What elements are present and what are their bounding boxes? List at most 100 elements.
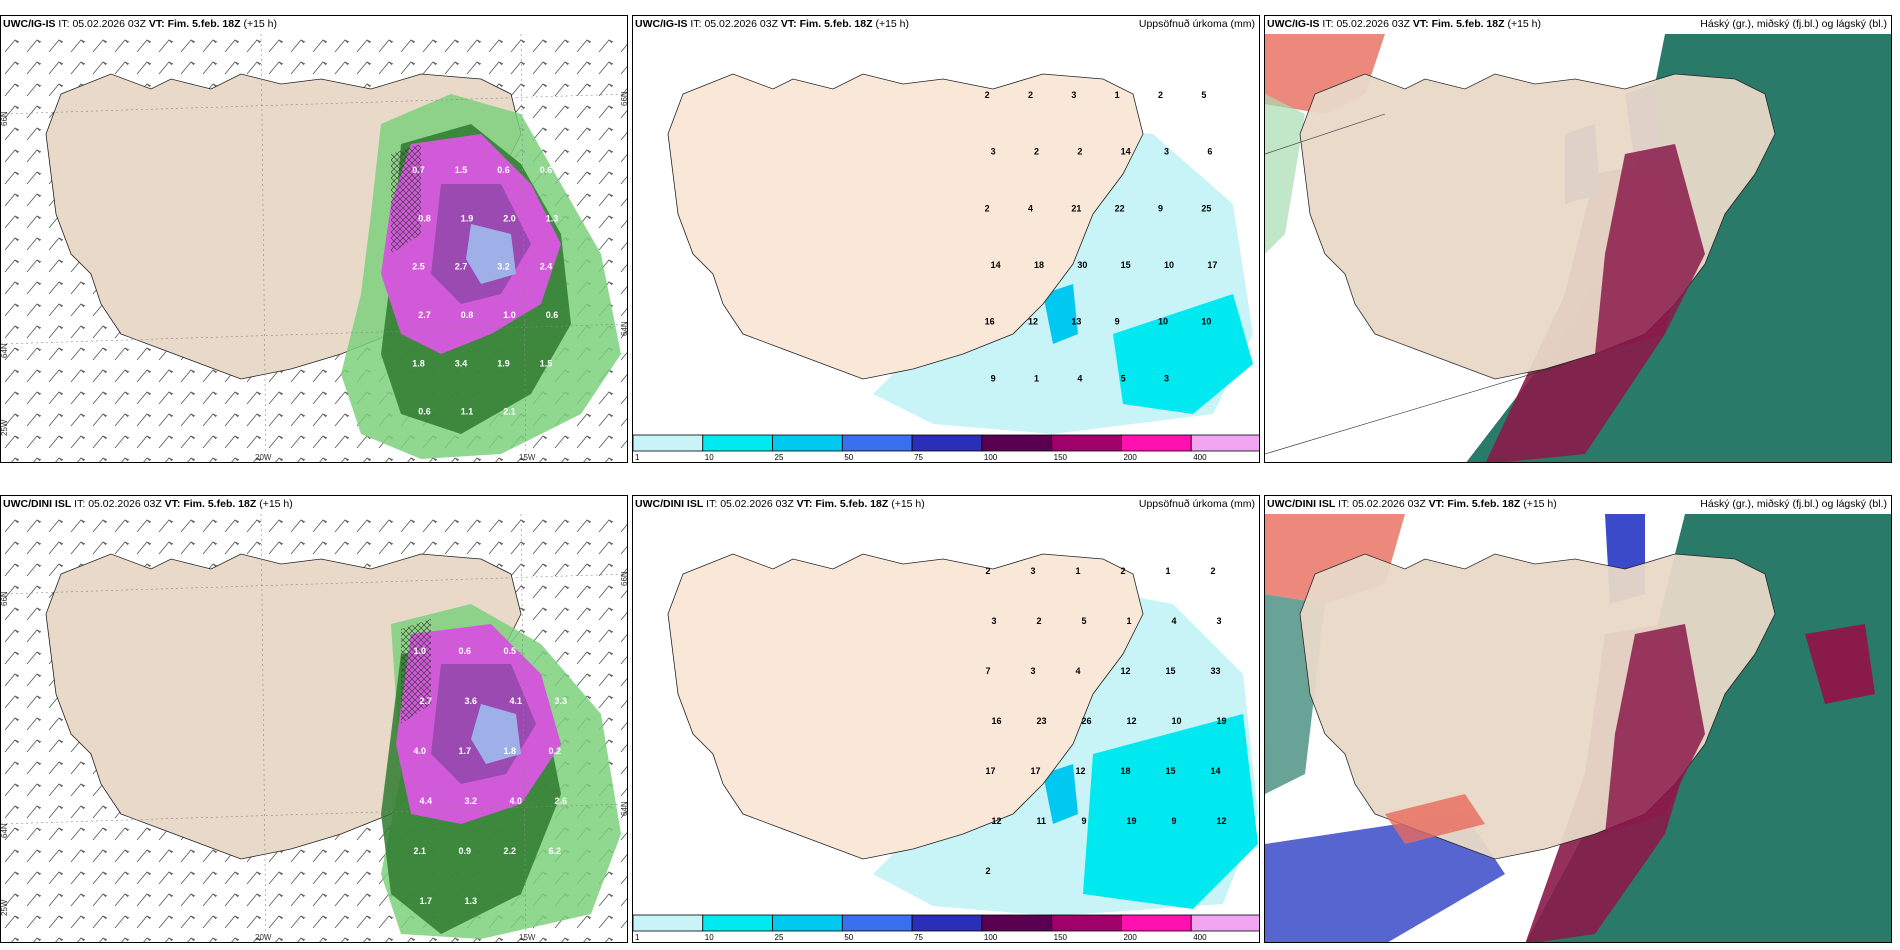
colorbar-swatch xyxy=(1121,434,1192,452)
lat-label-25w: 25W xyxy=(1,419,9,436)
value-label: 4.1 xyxy=(510,696,523,706)
colorbar-swatch xyxy=(911,914,983,932)
cloud-map xyxy=(1265,34,1891,462)
value-label: 2 xyxy=(1211,566,1216,576)
value-label: 3.3 xyxy=(555,696,568,706)
value-label: 4.0 xyxy=(414,746,427,756)
value-label: 2.1 xyxy=(503,407,516,417)
value-label: 3 xyxy=(1164,373,1169,383)
value-label: 10 xyxy=(1158,317,1168,327)
colorbar-swatch xyxy=(1051,434,1122,452)
value-label: 0.8 xyxy=(461,310,474,320)
colorbar-swatch xyxy=(841,434,913,452)
colorbar-swatch xyxy=(1190,914,1259,932)
colorbar-label: 200 xyxy=(1123,933,1137,942)
lat-label-right-64n: 64N xyxy=(620,321,628,336)
colorbar-label: 75 xyxy=(914,933,923,942)
value-label: 1.7 xyxy=(420,896,433,906)
colorbar-swatch xyxy=(633,914,704,932)
value-label: 2 xyxy=(985,90,990,100)
value-label: 9 xyxy=(1158,203,1163,213)
colorbar-label: 100 xyxy=(984,933,998,942)
colorbar-label: 50 xyxy=(844,453,853,462)
panel-igis-precip: UWC/IG-IS IT: 05.02.2026 03Z VT: Fim. 5.… xyxy=(632,15,1260,463)
panel-dini-precip: UWC/DINI ISL IT: 05.02.2026 03Z VT: Fim.… xyxy=(632,495,1260,943)
colorbar-label: 100 xyxy=(984,453,998,462)
value-label: 17 xyxy=(986,766,996,776)
value-label: 13 xyxy=(1071,317,1081,327)
colorbar-label: 25 xyxy=(775,453,784,462)
value-label: 12 xyxy=(1121,666,1131,676)
panel-igis-clouds: UWC/IG-IS IT: 05.02.2026 03Z VT: Fim. 5.… xyxy=(1264,15,1892,463)
value-label: 3 xyxy=(992,616,997,626)
colorbar-label: 1 xyxy=(635,453,640,462)
snow-wind-map: 66N 64N 25W 20W 15W 66N 64N 1.0 0.6 0.5 1.1… xyxy=(1,514,627,942)
value-label: 3 xyxy=(1071,90,1076,100)
value-label: 12 xyxy=(1127,716,1137,726)
value-label: 1.7 xyxy=(459,746,472,756)
value-label: 0.6 xyxy=(540,165,553,175)
value-label: 15 xyxy=(1166,766,1176,776)
colorbar: 1 10 25 50 75 100 150 200 400 xyxy=(633,914,1259,942)
colorbar-label: 1 xyxy=(635,933,640,942)
value-label: 1 xyxy=(1115,90,1120,100)
value-label: 33 xyxy=(1211,666,1221,676)
value-label: 0.6 xyxy=(497,165,510,175)
value-label: 26 xyxy=(1082,716,1092,726)
value-label: 30 xyxy=(1077,260,1087,270)
value-label: 17 xyxy=(1031,766,1041,776)
value-label: 0.5 xyxy=(504,646,517,656)
value-label: 4 xyxy=(1077,373,1082,383)
colorbar-swatch xyxy=(1190,434,1259,452)
value-label: 18 xyxy=(1121,766,1131,776)
value-label: 1 xyxy=(1127,616,1132,626)
value-label: 5 xyxy=(1082,616,1087,626)
value-label: 12 xyxy=(1076,766,1086,776)
value-label: 1.3 xyxy=(465,896,478,906)
value-label: 3.2 xyxy=(497,262,510,272)
value-label: 1.0 xyxy=(503,310,516,320)
value-label: 2 xyxy=(1034,147,1039,157)
lat-label-66n: 66N xyxy=(1,111,9,126)
value-label: 0.7 xyxy=(412,165,425,175)
value-label: 1.9 xyxy=(497,358,510,368)
lon-label-20w: 20W xyxy=(255,933,272,942)
colorbar-swatch xyxy=(772,914,843,932)
value-label: 5 xyxy=(1121,373,1126,383)
iceland-land xyxy=(667,553,1144,860)
iceland-land xyxy=(667,73,1144,380)
value-label: 1 xyxy=(1166,566,1171,576)
colorbar-swatch xyxy=(841,914,913,932)
value-label: 23 xyxy=(1037,716,1047,726)
lat-label-66n: 66N xyxy=(1,591,9,606)
lon-label-20w: 20W xyxy=(255,453,272,462)
value-label: 2 xyxy=(986,566,991,576)
value-label: 2 xyxy=(986,866,991,876)
panel-subtitle: Uppsöfnuð úrkoma (mm) xyxy=(1138,18,1255,30)
value-label: 4.0 xyxy=(510,796,523,806)
value-label: 21 xyxy=(1071,203,1081,213)
value-label: 2.6 xyxy=(555,796,568,806)
colorbar-label: 50 xyxy=(844,933,853,942)
value-label: 1 xyxy=(1034,373,1039,383)
lat-label-64n: 64N xyxy=(1,823,9,838)
value-label: 10 xyxy=(1164,260,1174,270)
colorbar-swatch xyxy=(702,914,773,932)
value-label: 10 xyxy=(1172,716,1182,726)
value-label: 2 xyxy=(1121,566,1126,576)
panel-dini-snow-wind: UWC/DINI ISL IT: 05.02.2026 03Z VT: Fim.… xyxy=(0,495,628,943)
value-label: 0.6 xyxy=(459,646,472,656)
value-label: 3.2 xyxy=(465,796,478,806)
colorbar-swatch xyxy=(702,434,773,452)
panel-header: UWC/IG-IS IT: 05.02.2026 03Z VT: Fim. 5.… xyxy=(3,18,278,30)
value-label: 4.4 xyxy=(420,796,433,806)
value-label: 2.5 xyxy=(412,262,425,272)
panel-dini-clouds: UWC/DINI ISL IT: 05.02.2026 03Z VT: Fim.… xyxy=(1264,495,1892,943)
value-label: 2.7 xyxy=(418,310,431,320)
value-label: 1.9 xyxy=(461,213,474,223)
value-label: 17 xyxy=(1207,260,1217,270)
value-label: 9 xyxy=(1115,317,1120,327)
panel-header: UWC/DINI ISL IT: 05.02.2026 03Z VT: Fim.… xyxy=(1267,498,1557,510)
value-label: 3 xyxy=(1031,566,1036,576)
value-label: 25 xyxy=(1201,203,1211,213)
